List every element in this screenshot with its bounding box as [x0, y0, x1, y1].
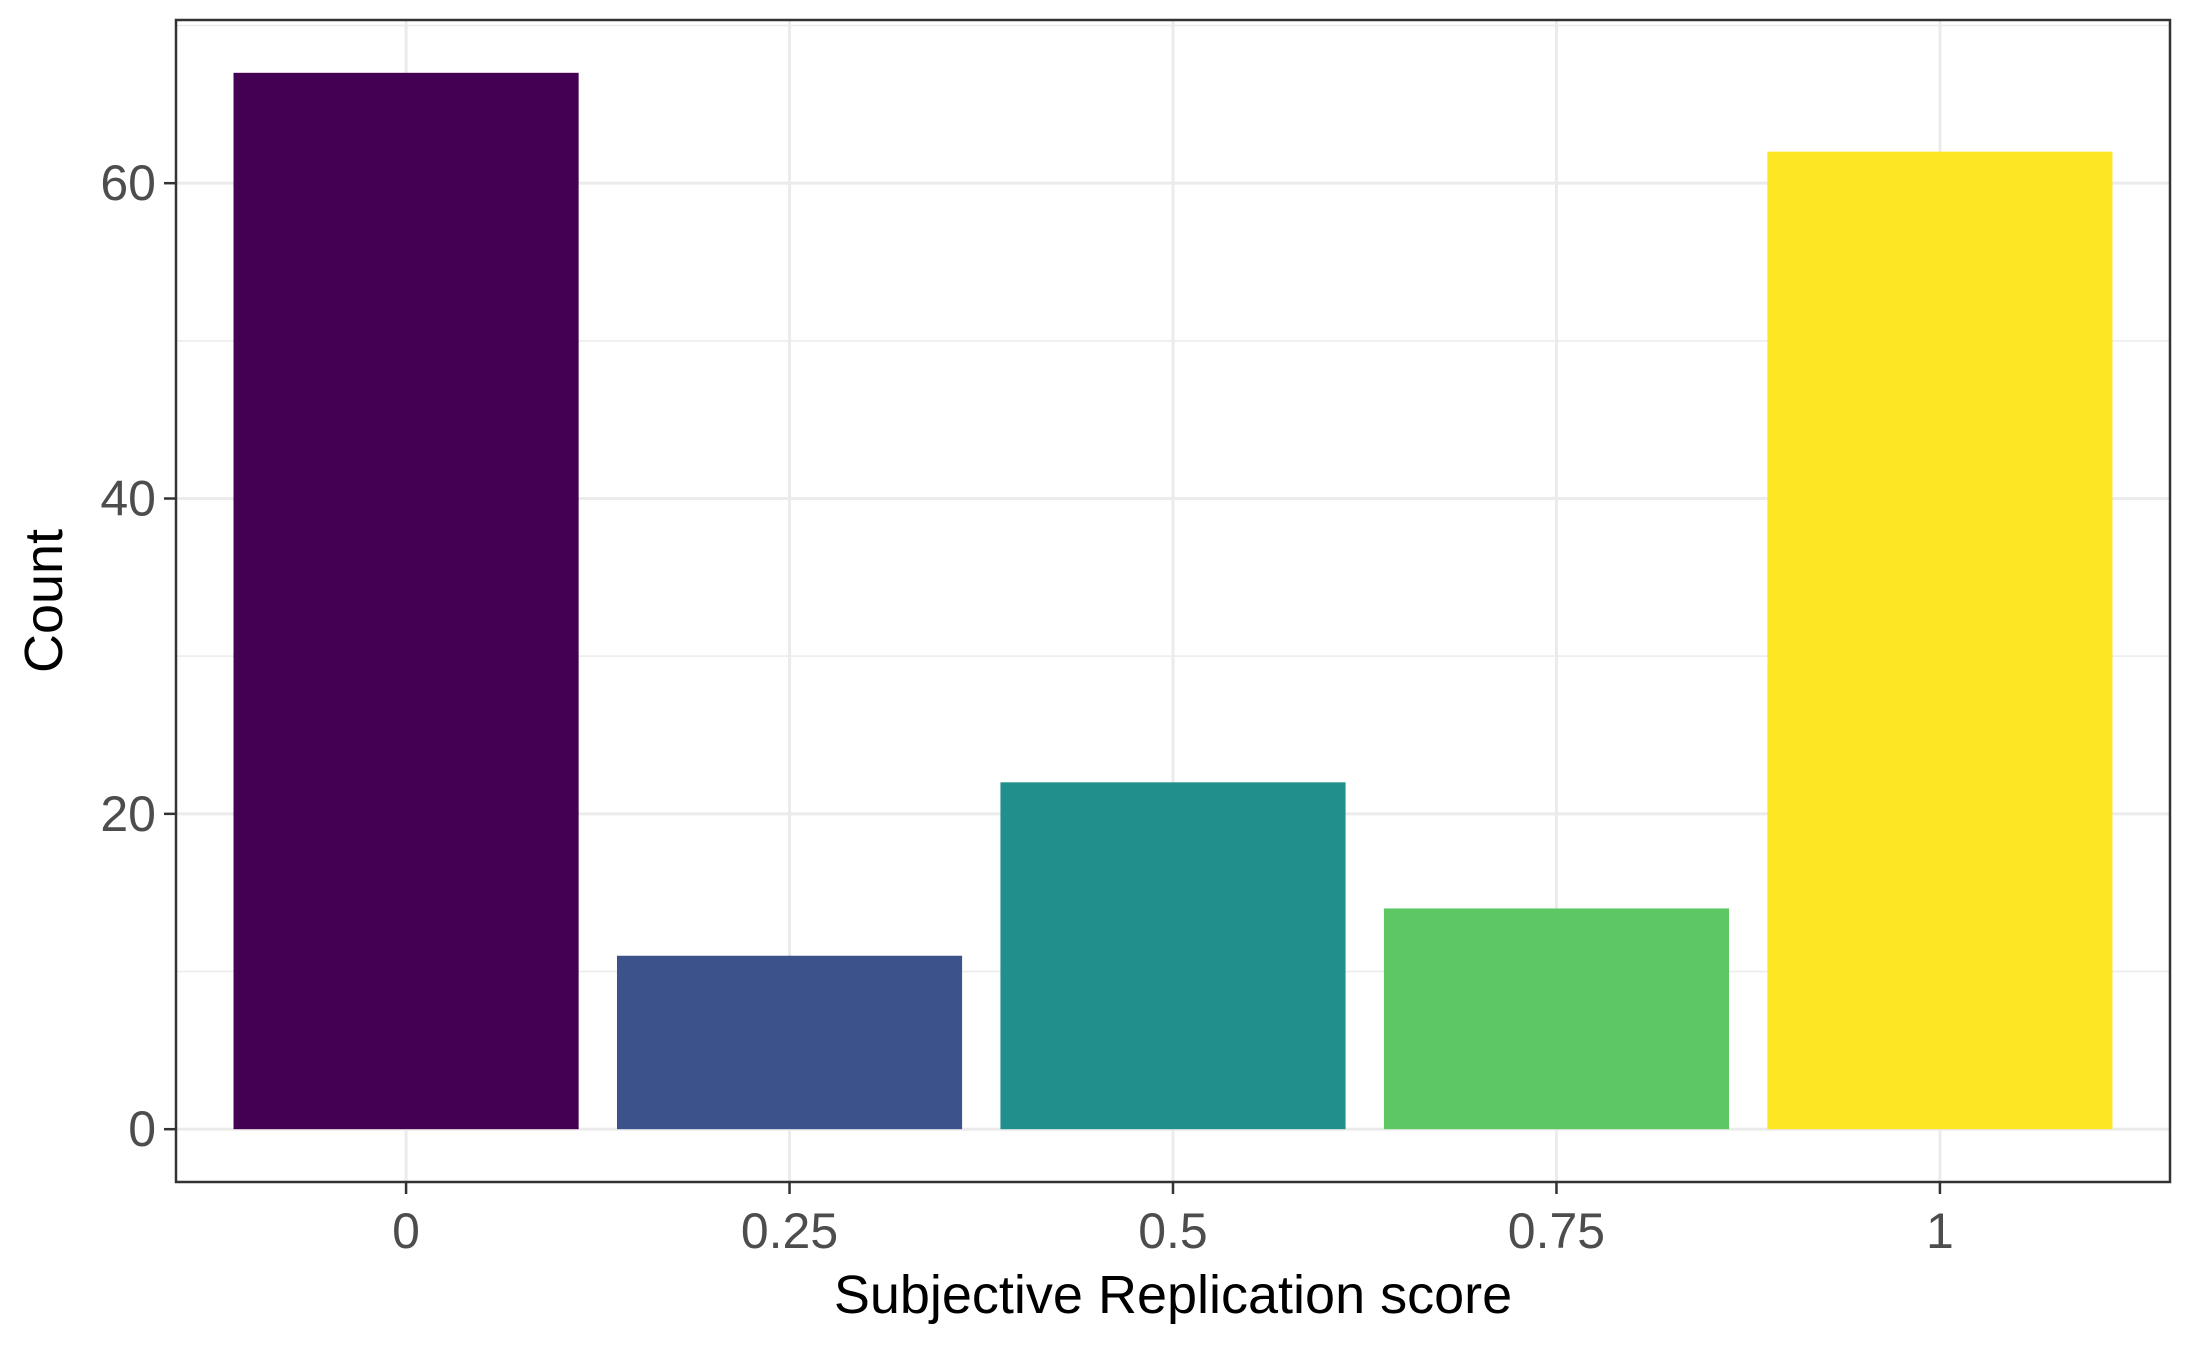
x-axis-title: Subjective Replication score [834, 1265, 1512, 1325]
y-tick-label: 0 [128, 1101, 156, 1157]
bar-0 [233, 72, 579, 1130]
bar-0.5 [1000, 782, 1346, 1130]
axes: 0 20 40 60 0 0.25 0.5 0.75 1 [100, 155, 1953, 1259]
x-tick-label: 1 [1926, 1203, 1954, 1259]
bars [233, 72, 2113, 1130]
bar-0.25 [616, 955, 963, 1130]
y-tick-label: 20 [100, 786, 156, 842]
bar-1 [1767, 151, 2113, 1130]
x-tick-label: 0.75 [1508, 1203, 1605, 1259]
bar-0.75 [1383, 908, 1730, 1130]
y-axis-title: Count [14, 529, 74, 673]
y-tick-label: 40 [100, 471, 156, 527]
x-tick-label: 0.25 [741, 1203, 838, 1259]
y-tick-label: 60 [100, 155, 156, 211]
x-tick-label: 0 [392, 1203, 420, 1259]
x-tick-label: 0.5 [1138, 1203, 1208, 1259]
